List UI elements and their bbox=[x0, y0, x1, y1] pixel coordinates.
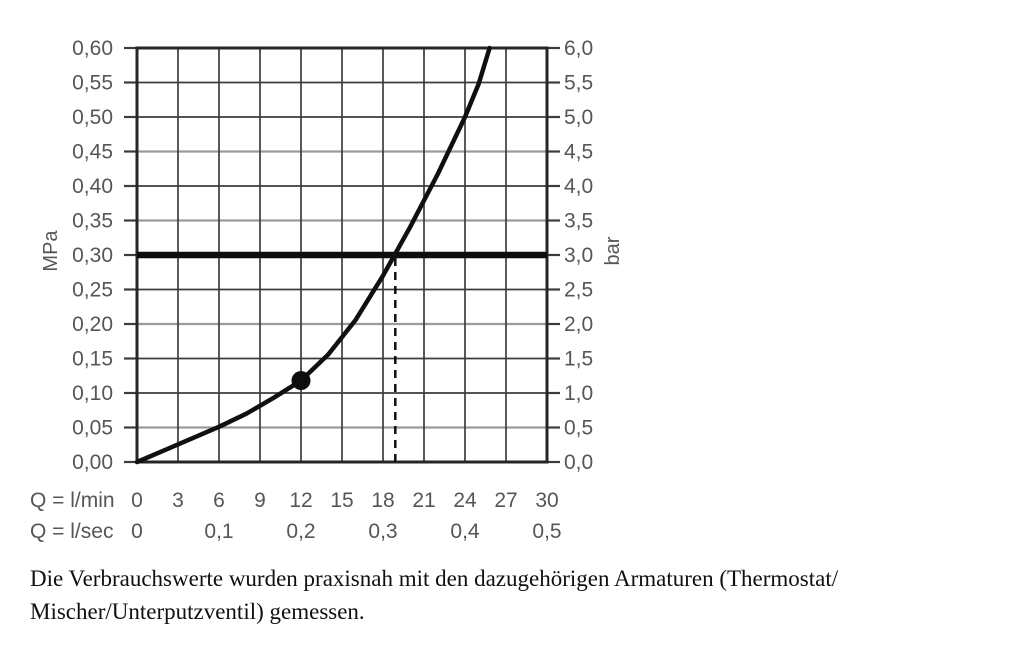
x-lmin-tick-label: 18 bbox=[371, 489, 394, 512]
y-left-unit-label: MPa bbox=[40, 230, 62, 272]
y-left-tick-label: 0,25 bbox=[72, 279, 113, 302]
y-left-tick-label: 0,15 bbox=[72, 348, 113, 371]
operating-point-marker bbox=[291, 371, 311, 391]
x-lmin-tick-label: 27 bbox=[494, 489, 517, 512]
caption-line-1: Die Verbrauchswerte wurden praxisnah mit… bbox=[30, 566, 839, 591]
flow-chart-svg: 0,000,050,100,150,200,250,300,350,400,45… bbox=[30, 37, 624, 543]
y-left-tick-label: 0,30 bbox=[72, 244, 113, 267]
y-right-tick-label: 6,0 bbox=[564, 37, 593, 60]
x-lmin-tick-label: 9 bbox=[254, 489, 266, 512]
x-lmin-tick-label: 3 bbox=[172, 489, 184, 512]
x-lmin-tick-label: 30 bbox=[535, 489, 558, 512]
y-left-tick-label: 0,00 bbox=[72, 451, 113, 474]
y-right-tick-label: 0,0 bbox=[564, 451, 593, 474]
y-left-tick-label: 0,20 bbox=[72, 313, 113, 336]
x-lsec-tick-label: 0,5 bbox=[532, 520, 561, 543]
x-lmin-tick-label: 15 bbox=[330, 489, 353, 512]
x-lsec-tick-label: 0 bbox=[131, 520, 143, 543]
y-left-tick-label: 0,40 bbox=[72, 175, 113, 198]
y-left-tick-label: 0,10 bbox=[72, 382, 113, 405]
y-right-unit-label: bar bbox=[602, 236, 624, 265]
x-lsec-tick-label: 0,1 bbox=[204, 520, 233, 543]
y-right-tick-label: 5,5 bbox=[564, 72, 593, 95]
y-left-tick-label: 0,05 bbox=[72, 417, 113, 440]
y-left-tick-label: 0,50 bbox=[72, 106, 113, 129]
x-lmin-tick-label: 0 bbox=[131, 489, 143, 512]
y-left-tick-label: 0,60 bbox=[72, 37, 113, 60]
x-axis-lmin-label: Q = l/min bbox=[30, 489, 115, 512]
flow-curve bbox=[134, 45, 492, 465]
x-lmin-tick-label: 12 bbox=[289, 489, 312, 512]
caption-line-2: Mischer/Unterputzventil) gemessen. bbox=[30, 599, 365, 624]
y-left-tick-label: 0,45 bbox=[72, 141, 113, 164]
x-lmin-tick-label: 24 bbox=[453, 489, 477, 512]
y-right-tick-label: 0,5 bbox=[564, 417, 593, 440]
x-axis-lsec-label: Q = l/sec bbox=[30, 520, 113, 543]
y-right-tick-label: 4,5 bbox=[564, 141, 593, 164]
y-right-tick-label: 3,5 bbox=[564, 210, 593, 233]
y-right-tick-label: 1,0 bbox=[564, 382, 593, 405]
x-lsec-tick-label: 0,4 bbox=[450, 520, 480, 543]
y-right-tick-label: 3,0 bbox=[564, 244, 593, 267]
caption: Die Verbrauchswerte wurden praxisnah mit… bbox=[30, 562, 970, 628]
y-right-tick-label: 2,0 bbox=[564, 313, 593, 336]
x-lsec-tick-label: 0,3 bbox=[368, 520, 397, 543]
y-left-tick-label: 0,35 bbox=[72, 210, 113, 233]
y-right-tick-label: 1,5 bbox=[564, 348, 593, 371]
y-right-tick-label: 5,0 bbox=[564, 106, 593, 129]
y-left-tick-label: 0,55 bbox=[72, 72, 113, 95]
y-right-tick-label: 4,0 bbox=[564, 175, 593, 198]
y-right-tick-label: 2,5 bbox=[564, 279, 593, 302]
x-lmin-tick-label: 21 bbox=[412, 489, 435, 512]
x-lsec-tick-label: 0,2 bbox=[286, 520, 315, 543]
x-lmin-tick-label: 6 bbox=[213, 489, 225, 512]
